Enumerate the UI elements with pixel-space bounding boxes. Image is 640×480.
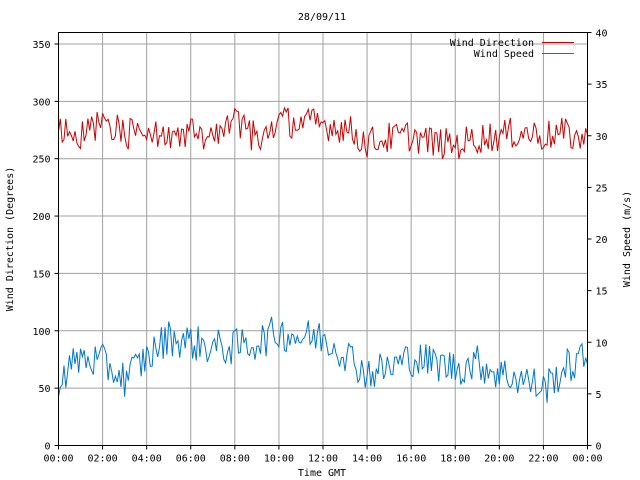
x-axis-label: Time GMT	[298, 468, 346, 479]
x-tick-label: 20:00	[484, 454, 514, 465]
y-left-tick-label: 300	[32, 97, 50, 108]
y-right-tick-label: 10	[596, 338, 608, 349]
y-right-tick-label: 25	[596, 183, 608, 194]
x-tick-label: 10:00	[264, 454, 294, 465]
y-right-tick-label: 35	[596, 80, 608, 91]
x-tick-label: 14:00	[352, 454, 382, 465]
y-left-tick-label: 350	[32, 40, 50, 51]
x-tick-label: 04:00	[132, 454, 162, 465]
y-left-tick-label: 150	[32, 269, 50, 280]
y-axis-right-label: Wind Speed (m/s)	[622, 191, 633, 287]
y-left-tick-label: 50	[38, 384, 50, 395]
x-tick-label: 08:00	[220, 454, 250, 465]
axes: 00:00 02:00 04:00 06:00 08:00 10:00 12:00 14:00…	[32, 29, 607, 465]
x-tick-label: 02:00	[88, 454, 118, 465]
y-left-tick-label: 0	[44, 442, 50, 453]
series-line-wind-direction	[58, 106, 588, 160]
y-right-tick-label: 30	[596, 132, 608, 143]
y-right-tick-label: 5	[596, 390, 602, 401]
y-right-tick-label: 40	[596, 29, 608, 40]
x-tick-label: 16:00	[396, 454, 426, 465]
legend-label-wind-speed: Wind Speed	[474, 49, 534, 60]
legend: Wind Direction Wind Speed	[450, 38, 574, 60]
y-right-tick-label: 20	[596, 235, 608, 246]
y-axis-left-label: Wind Direction (Degrees)	[5, 167, 16, 312]
y-right-tick-label: 0	[596, 442, 602, 453]
chart-title: 28/09/11	[298, 12, 346, 23]
series-layer	[58, 106, 588, 403]
y-left-tick-label: 250	[32, 155, 50, 166]
x-tick-label: 06:00	[176, 454, 206, 465]
y-left-tick-label: 100	[32, 327, 50, 338]
x-tick-label: 00:00	[572, 454, 602, 465]
y-right-tick-label: 15	[596, 287, 608, 298]
x-tick-label: 22:00	[528, 454, 558, 465]
x-tick-label: 00:00	[43, 454, 73, 465]
x-tick-label: 12:00	[308, 454, 338, 465]
legend-label-wind-direction: Wind Direction	[450, 38, 534, 49]
series-line-wind-speed	[58, 316, 588, 403]
x-tick-label: 18:00	[440, 454, 470, 465]
y-left-tick-label: 200	[32, 212, 50, 223]
